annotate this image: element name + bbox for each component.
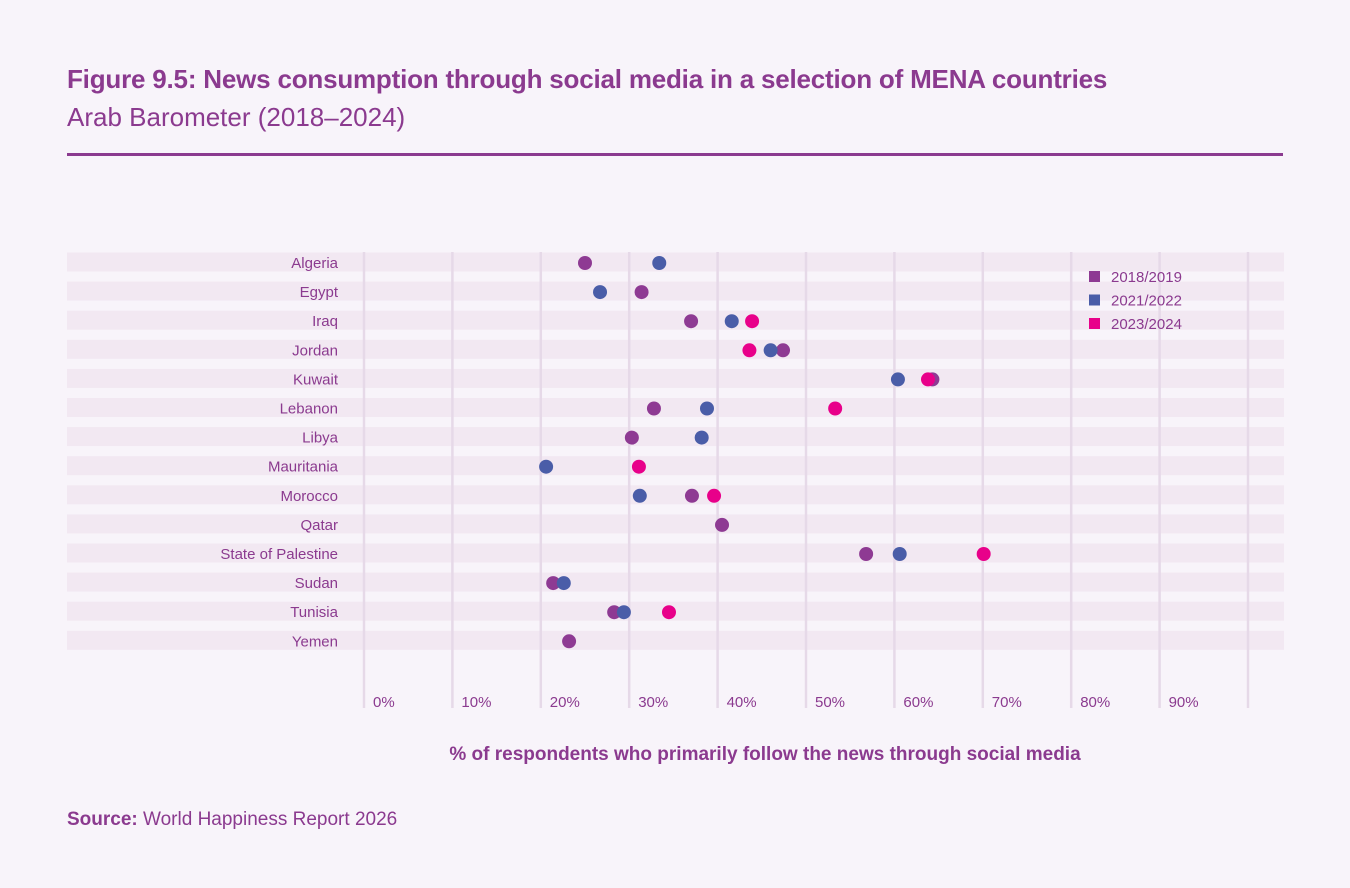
- data-points: [539, 256, 991, 649]
- row-label-yemen: Yemen: [292, 633, 338, 650]
- source-label: Source: [67, 809, 132, 830]
- data-point-2023-2024-kuwait: [920, 372, 935, 387]
- data-point-2021-2022-iraq: [724, 314, 739, 329]
- row-band: [67, 339, 1284, 359]
- row-label-egypt: Egypt: [300, 284, 339, 301]
- data-point-2018-2019-qatar: [715, 517, 730, 532]
- data-point-2018-2019-state-of-palestine: [859, 547, 874, 561]
- x-tick-label: 10%: [461, 694, 491, 711]
- data-point-2021-2022-jordan: [763, 343, 778, 358]
- row-label-iraq: Iraq: [312, 313, 338, 330]
- legend-label: 2021/2022: [1111, 293, 1182, 310]
- row-band: [67, 572, 1284, 592]
- chart-subtitle: Arab Barometer (2018–2024): [67, 102, 406, 132]
- data-point-2021-2022-egypt: [593, 285, 608, 300]
- row-label-kuwait: Kuwait: [293, 371, 339, 388]
- legend-swatch: [1089, 294, 1100, 306]
- row-label-morocco: Morocco: [280, 488, 338, 505]
- title-divider: [67, 153, 1283, 156]
- x-tick-label: 50%: [815, 694, 845, 711]
- row-band: [67, 281, 1284, 301]
- data-point-2021-2022-morocco: [632, 488, 647, 503]
- legend-swatch: [1089, 271, 1100, 282]
- row-label-sudan: Sudan: [295, 575, 338, 592]
- data-point-2018-2019-libya: [624, 430, 639, 445]
- row-band: [67, 485, 1284, 505]
- source-note: Source: World Happiness Report 2026: [67, 809, 397, 831]
- row-label-state-of-palestine: State of Palestine: [220, 546, 338, 563]
- row-band: [67, 456, 1284, 476]
- x-tick-label: 0%: [373, 694, 395, 711]
- x-tick-label: 70%: [992, 694, 1022, 711]
- legend-label: 2018/2019: [1111, 269, 1182, 286]
- data-point-2021-2022-algeria: [652, 256, 667, 270]
- row-band: [67, 368, 1284, 388]
- data-point-2023-2024-iraq: [745, 314, 760, 329]
- data-point-2018-2019-sudan: [546, 576, 561, 591]
- data-point-2021-2022-sudan: [556, 576, 571, 591]
- legend-label: 2023/2024: [1111, 316, 1182, 333]
- row-label-libya: Libya: [302, 430, 339, 447]
- x-tick-label: 20%: [550, 694, 580, 711]
- row-label-qatar: Qatar: [300, 517, 338, 534]
- row-band: [67, 630, 1284, 650]
- data-point-2018-2019-egypt: [634, 285, 649, 300]
- data-point-2018-2019-morocco: [684, 488, 699, 503]
- chart-title: Figure 9.5: News consumption through soc…: [67, 64, 1108, 94]
- x-axis-label: % of respondents who primarily follow th…: [449, 744, 1081, 765]
- x-tick-label: 40%: [727, 694, 757, 711]
- country-labels: Algeria Egypt Iraq Jordan Kuwait Lebanon Libya…: [220, 255, 338, 650]
- data-point-2023-2024-state-of-palestine: [976, 547, 991, 561]
- data-point-2018-2019-lebanon: [646, 401, 661, 416]
- row-band: [67, 398, 1284, 417]
- row-label-jordan: Jordan: [292, 342, 338, 359]
- x-axis-ticks: 0% 10% 20% 30% 40% 50% 60% 70% 80% 90%: [373, 694, 1199, 711]
- data-point-2023-2024-mauritania: [631, 459, 646, 474]
- data-point-2021-2022-state-of-palestine: [892, 547, 907, 561]
- data-point-2023-2024-tunisia: [661, 605, 676, 620]
- row-label-mauritania: Mauritania: [268, 459, 339, 476]
- x-tick-label: 90%: [1169, 694, 1199, 711]
- x-tick-label: 80%: [1080, 694, 1110, 711]
- data-point-2023-2024-lebanon: [828, 401, 843, 416]
- data-point-2021-2022-tunisia: [616, 605, 631, 620]
- data-point-2018-2019-tunisia: [607, 605, 622, 620]
- source-text: World Happiness Report 2026: [137, 809, 398, 830]
- data-point-2023-2024-morocco: [707, 488, 722, 503]
- legend-swatch: [1089, 318, 1100, 329]
- row-band: [67, 427, 1284, 447]
- row-bands: [67, 252, 1284, 650]
- data-point-2021-2022-kuwait: [890, 372, 905, 387]
- gridlines: [362, 252, 1250, 708]
- data-point-2018-2019-iraq: [684, 314, 699, 329]
- legend: 2018/2019 2021/2022 2023/2024: [1089, 269, 1182, 333]
- row-band: [67, 514, 1284, 534]
- x-tick-label: 60%: [903, 694, 933, 711]
- row-label-lebanon: Lebanon: [280, 401, 338, 418]
- x-tick-label: 30%: [638, 694, 668, 711]
- data-point-2021-2022-libya: [694, 430, 709, 445]
- row-band: [67, 310, 1284, 330]
- data-point-2018-2019-yemen: [562, 634, 577, 649]
- data-point-2021-2022-lebanon: [699, 401, 714, 416]
- row-band: [67, 252, 1284, 272]
- data-point-2021-2022-mauritania: [539, 459, 554, 474]
- data-point-2018-2019-algeria: [578, 256, 592, 270]
- source-sep: :: [131, 809, 138, 830]
- row-label-algeria: Algeria: [291, 255, 338, 272]
- row-label-tunisia: Tunisia: [290, 604, 338, 621]
- data-point-2023-2024-jordan: [742, 343, 757, 358]
- data-point-2018-2019-jordan: [776, 343, 791, 358]
